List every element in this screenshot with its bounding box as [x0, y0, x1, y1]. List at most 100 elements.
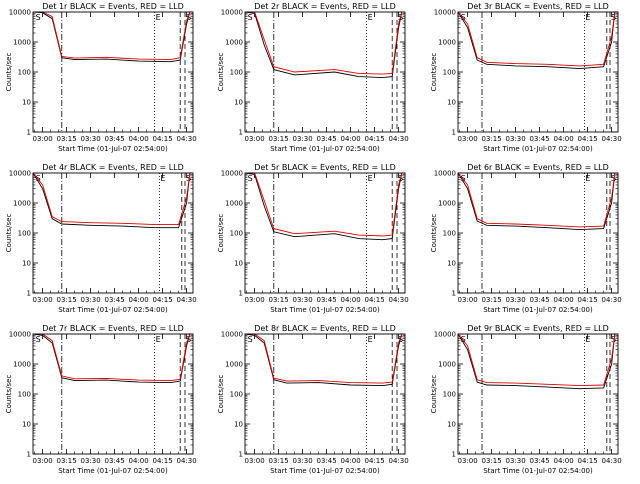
y-tick-label: 10000	[221, 170, 243, 178]
series-line-events	[32, 172, 191, 229]
annotation-label: S	[248, 335, 253, 344]
x-tick-label: 04:30	[177, 296, 197, 304]
plot-frame	[32, 333, 194, 455]
y-tick-label: 100	[230, 69, 243, 77]
series-line-lld	[245, 11, 403, 75]
annotation-label: S	[461, 335, 466, 344]
panel-1: Det 1r BLACK = Events, RED = LLD Counts/s…	[5, 2, 197, 153]
x-tick-label: 03:00	[245, 296, 265, 304]
x-tick-label: 03:15	[57, 296, 77, 304]
plot-frame	[244, 11, 406, 133]
x-axis-label: Start Time (01-Jul-07 02:54:00)	[58, 306, 168, 314]
x-tick-label: 03:30	[81, 457, 101, 465]
y-tick-label: 1000	[13, 39, 31, 47]
y-tick-label: 100	[443, 69, 456, 77]
y-tick-label: 10000	[9, 170, 31, 178]
annotation-label: E	[368, 13, 373, 22]
panel-title: Det 2r BLACK = Events, RED = LLD	[254, 2, 396, 11]
series-line-lld	[33, 11, 191, 61]
y-tick-label: 10000	[434, 170, 456, 178]
y-tick-label: 10	[447, 99, 456, 107]
x-tick-label: 03:15	[482, 457, 502, 465]
y-tick-label: 100	[18, 391, 31, 399]
x-tick-label: 03:45	[317, 296, 337, 304]
y-axis-label: Counts/sec	[217, 375, 225, 414]
y-tick-label: 100	[230, 391, 243, 399]
panel-2: Det 2r BLACK = Events, RED = LLD Counts/s…	[217, 2, 409, 153]
y-tick-label: 1	[452, 129, 456, 137]
x-tick-label: 04:00	[129, 296, 149, 304]
y-axis-label: Counts/sec	[217, 53, 225, 92]
x-tick-label: 04:00	[129, 457, 149, 465]
annotation-label: S	[36, 335, 41, 344]
x-tick-label: 04:15	[153, 296, 173, 304]
x-tick-label: 03:00	[245, 457, 265, 465]
annotation-label: S	[248, 174, 253, 183]
series-line-events	[244, 172, 403, 241]
y-tick-label: 100	[443, 391, 456, 399]
y-tick-label: 1	[452, 451, 456, 459]
y-tick-label: 1	[452, 290, 456, 298]
x-tick-label: 03:00	[33, 135, 53, 143]
x-tick-label: 03:00	[458, 135, 478, 143]
panel-5: Det 5r BLACK = Events, RED = LLD Counts/s…	[217, 163, 409, 314]
x-axis-label: Start Time (01-Jul-07 02:54:00)	[58, 467, 168, 475]
y-tick-label: 10	[234, 421, 243, 429]
x-tick-label: 04:00	[129, 135, 149, 143]
x-tick-label: 03:15	[482, 296, 502, 304]
x-tick-label: 03:45	[105, 135, 125, 143]
x-tick-label: 03:15	[57, 135, 77, 143]
panel-title: Det 7r BLACK = Events, RED = LLD	[42, 324, 184, 333]
panel-title: Det 4r BLACK = Events, RED = LLD	[42, 163, 184, 172]
panel-7: Det 7r BLACK = Events, RED = LLD Counts/s…	[5, 324, 197, 475]
y-tick-label: 1000	[225, 39, 243, 47]
x-axis-label: Start Time (01-Jul-07 02:54:00)	[483, 145, 593, 153]
annotation-label: S	[461, 174, 466, 183]
panel-title: Det 5r BLACK = Events, RED = LLD	[254, 163, 396, 172]
plot-frame	[32, 11, 194, 133]
x-tick-label: 03:15	[269, 135, 289, 143]
annotation-label: E	[156, 13, 161, 22]
panel-3: Det 3r BLACK = Events, RED = LLD Counts/s…	[430, 2, 622, 153]
y-tick-label: 10000	[221, 9, 243, 17]
series-line-events	[244, 333, 403, 387]
series-line-lld	[245, 333, 403, 384]
x-tick-label: 04:30	[389, 296, 409, 304]
series-line-lld	[457, 172, 616, 228]
x-tick-label: 03:00	[33, 457, 53, 465]
x-tick-label: 04:00	[554, 296, 574, 304]
x-tick-label: 04:30	[177, 135, 197, 143]
series-line-events	[457, 172, 616, 231]
plot-frame	[457, 172, 619, 294]
x-axis-label: Start Time (01-Jul-07 02:54:00)	[483, 467, 593, 475]
x-tick-label: 04:00	[341, 296, 361, 304]
x-tick-label: 04:15	[365, 135, 385, 143]
x-tick-label: 03:00	[33, 296, 53, 304]
y-tick-label: 1000	[13, 361, 31, 369]
panel-title: Det 6r BLACK = Events, RED = LLD	[467, 163, 609, 172]
series-line-events	[457, 11, 616, 70]
y-tick-label: 10	[234, 99, 243, 107]
plot-frame	[244, 172, 406, 294]
y-tick-label: 10	[234, 260, 243, 268]
annotation-label: E	[585, 335, 590, 344]
x-axis-label: Start Time (01-Jul-07 02:54:00)	[483, 306, 593, 314]
y-tick-label: 1000	[438, 200, 456, 208]
series-line-events	[32, 11, 191, 63]
panel-title: Det 3r BLACK = Events, RED = LLD	[467, 2, 609, 11]
x-tick-label: 03:15	[482, 135, 502, 143]
y-axis-label: Counts/sec	[430, 214, 438, 253]
series-line-events	[457, 333, 616, 390]
x-tick-label: 04:30	[602, 457, 622, 465]
x-tick-label: 03:00	[245, 135, 265, 143]
y-tick-label: 1	[239, 451, 243, 459]
panel-8: Det 8r BLACK = Events, RED = LLD Counts/s…	[217, 324, 409, 475]
plot-frame	[244, 333, 406, 455]
x-tick-label: 04:00	[341, 457, 361, 465]
x-tick-label: 04:30	[389, 457, 409, 465]
y-tick-label: 100	[18, 69, 31, 77]
y-tick-label: 1	[27, 129, 31, 137]
x-tick-label: 03:45	[317, 457, 337, 465]
x-tick-label: 03:15	[269, 457, 289, 465]
series-line-lld	[457, 11, 616, 67]
